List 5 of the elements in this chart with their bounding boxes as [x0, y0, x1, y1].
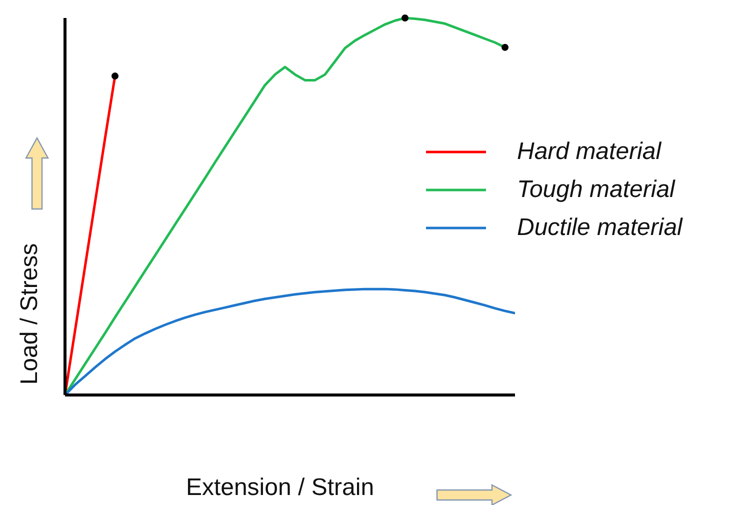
legend-label: Hard material — [517, 138, 662, 166]
y-axis-title: Load / Stress — [16, 242, 44, 387]
legend-label: Ductile material — [517, 214, 682, 242]
legend-label: Tough material — [517, 176, 675, 204]
x-axis-title: Extension / Strain — [184, 474, 376, 502]
